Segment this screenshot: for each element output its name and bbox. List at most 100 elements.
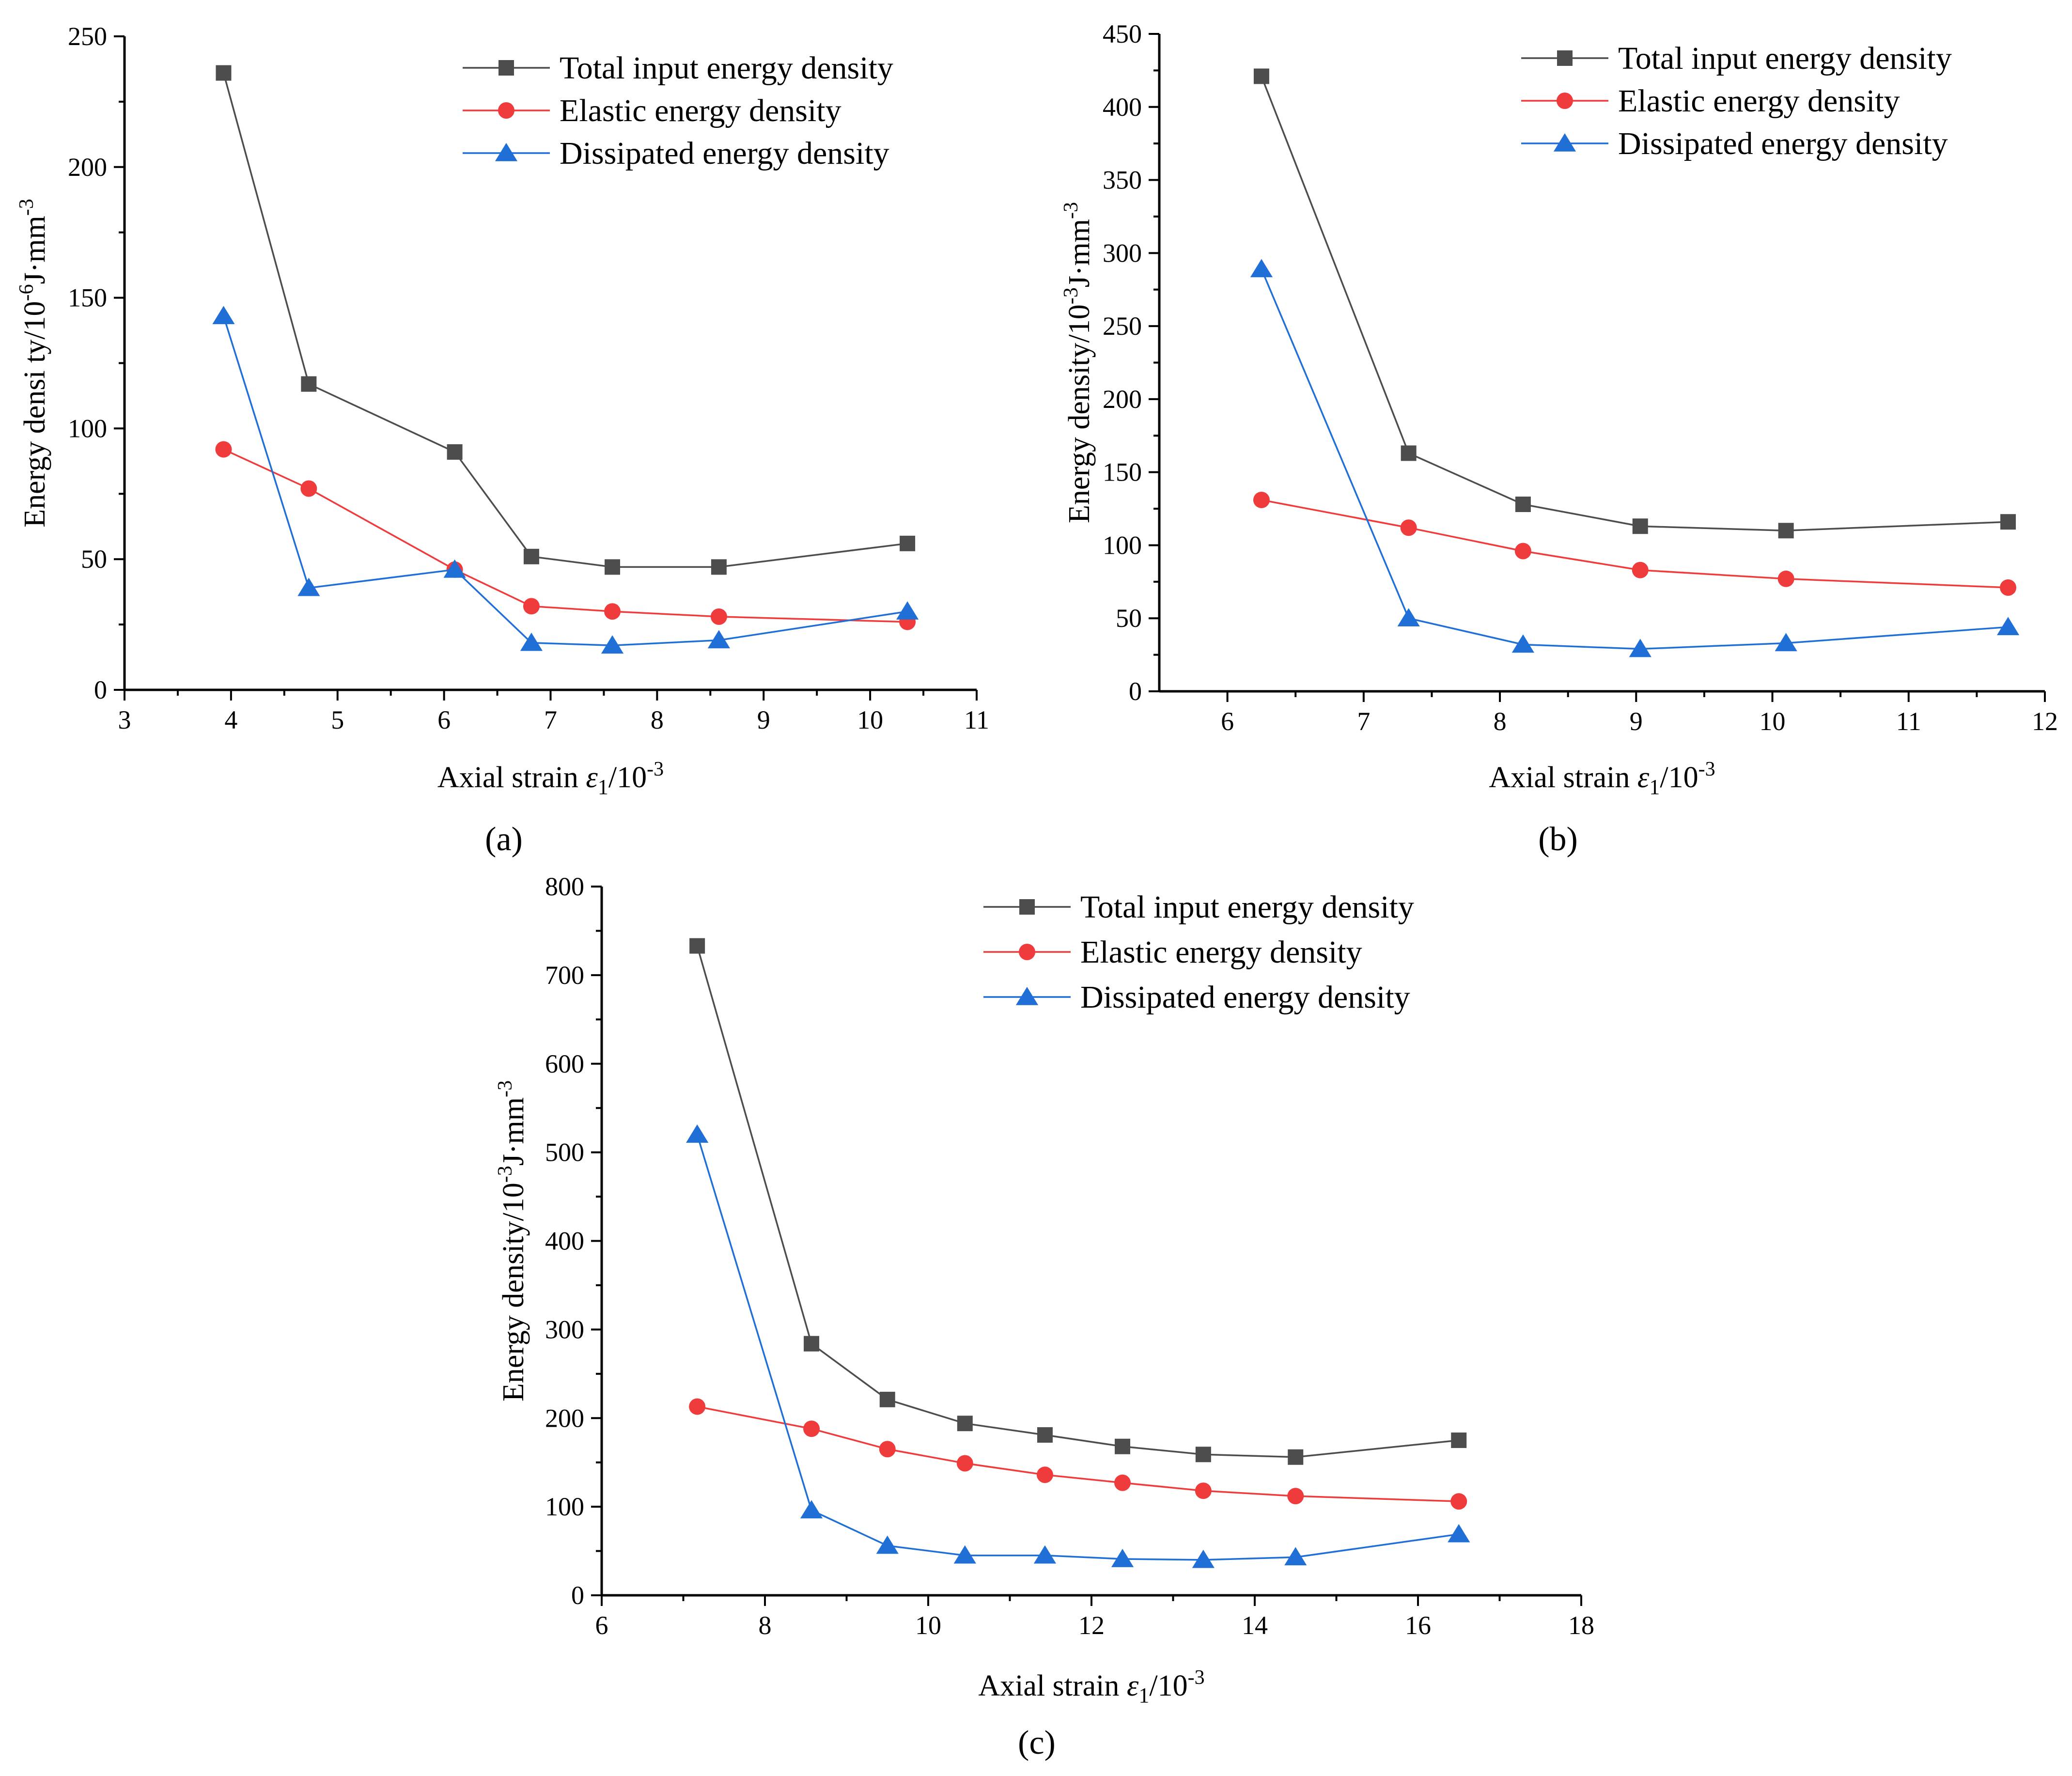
y-tick-label: 0 [1129,677,1142,706]
panel-label: (c) [1018,1724,1056,1761]
data-point [1629,639,1651,657]
data-point [447,444,463,460]
data-point [604,603,621,620]
data-point [523,548,539,564]
legend-marker [1557,50,1573,66]
data-point [1195,1482,1212,1499]
legend-item: Elastic energy density [1521,83,1900,119]
legend-label: Elastic energy density [1618,83,1900,119]
series-line [1261,76,2009,532]
data-point [876,1535,899,1554]
legend-item: Dissipated energy density [1521,126,1948,161]
data-point [956,1455,973,1472]
data-point [1036,1466,1053,1483]
data-point [1632,518,1648,534]
x-tick-label: 6 [437,705,451,734]
data-point [520,632,543,651]
legend-item: Total input energy density [463,50,893,86]
data-point [1777,570,1794,587]
y-tick-label: 400 [545,1227,584,1256]
legend-item: Elastic energy density [983,935,1362,970]
x-tick-label: 8 [651,705,664,734]
legend-label: Total input energy density [1080,889,1414,925]
series-line [222,315,908,647]
data-point [1037,1427,1053,1443]
x-tick-label: 12 [2032,707,2058,736]
legend-label: Dissipated energy density [560,136,889,171]
data-point [1195,1447,1211,1463]
data-point [900,535,916,551]
data-point [2000,579,2017,596]
x-tick-label: 18 [1568,1611,1594,1640]
data-point [953,1545,976,1564]
data-point [1115,1438,1131,1454]
series-triangle [1250,259,2020,657]
series-line [1261,499,2009,589]
data-point [1778,523,1794,539]
y-tick-label: 450 [1103,19,1142,48]
y-tick-label: 200 [545,1403,584,1433]
series-line [223,448,908,623]
chart-panel-3: 6 8 10 12 14 16 18 0 100 200 300 400 500 600 700 800 Tot… [494,872,1594,1761]
y-tick-label: 300 [1103,238,1142,267]
data-point [1192,1549,1215,1568]
data-point [1996,617,2020,636]
y-tick-label: 150 [68,283,107,312]
data-point [707,630,731,649]
y-tick-label: 600 [545,1049,584,1078]
data-point [879,1391,895,1407]
x-tick-label: 7 [544,705,557,734]
y-tick-label: 250 [1103,312,1142,341]
data-point [1250,259,1273,278]
data-point [879,1441,896,1458]
data-point [1033,1545,1057,1564]
y-tick-label: 350 [1103,166,1142,195]
data-point [1511,634,1534,653]
x-tick-label: 4 [224,705,237,734]
series-circle [215,441,916,630]
data-point [216,65,232,81]
y-tick-label: 0 [94,675,107,704]
legend-item: Dissipated energy density [983,980,1410,1015]
data-point [957,1416,973,1432]
x-axis-title: Axial strain ε1/10-3 [1489,758,1715,799]
data-point [215,441,232,458]
x-tick-label: 12 [1078,1611,1105,1640]
legend-label: Total input energy density [1618,41,1952,76]
data-point [301,376,317,392]
y-tick-label: 700 [545,961,584,990]
legend: Total input energy density Elastic energy… [1521,41,1952,161]
x-axis-title: Axial strain ε1/10-3 [437,758,664,799]
y-tick-label: 150 [1103,458,1142,487]
legend: Total input energy density Elastic energy… [983,889,1414,1015]
data-point [1400,519,1417,536]
data-point [1450,1493,1467,1510]
legend-label: Dissipated energy density [1080,980,1410,1015]
x-tick-label: 11 [964,705,989,734]
data-point [686,1124,709,1143]
legend-marker [1553,133,1576,152]
legend-label: Elastic energy density [560,93,841,128]
x-tick-label: 9 [757,705,770,734]
data-point [1451,1432,1467,1448]
data-point [523,598,540,615]
y-tick-label: 300 [545,1315,584,1344]
legend-marker [1557,93,1573,109]
data-point [443,559,466,578]
y-tick-label: 200 [68,153,107,182]
data-point [803,1420,820,1437]
x-tick-label: 5 [331,705,344,734]
x-tick-label: 8 [759,1611,772,1640]
series-square [689,938,1467,1465]
legend-item: Dissipated energy density [463,136,889,171]
y-tick-label: 400 [1103,93,1142,122]
x-tick-label: 10 [1760,707,1786,736]
data-point [1401,445,1417,461]
data-point [896,601,919,620]
series-line [696,946,1459,1458]
legend: Total input energy density Elastic energy… [463,50,893,171]
x-tick-label: 10 [857,705,883,734]
x-tick-label: 3 [118,705,131,734]
data-point [689,938,705,954]
